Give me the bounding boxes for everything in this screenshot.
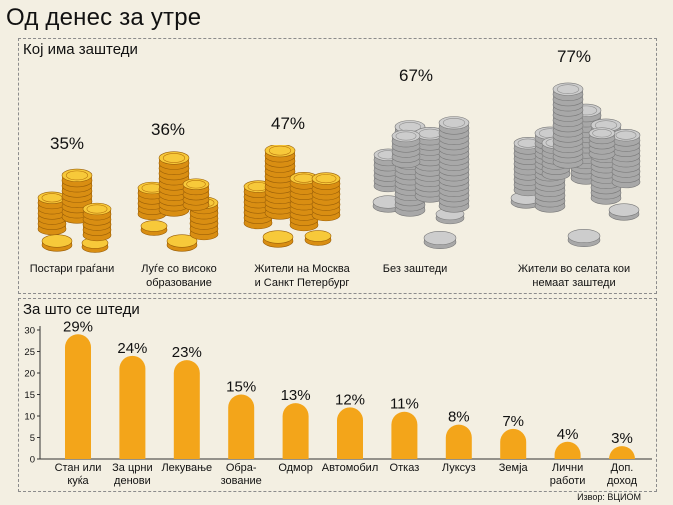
group-label: Луѓе со високо образование	[109, 262, 249, 290]
bar-value-label: 15%	[226, 379, 256, 396]
bar	[445, 424, 472, 459]
bar	[65, 334, 91, 459]
purpose-panel: За што се штеди	[18, 298, 657, 492]
group-label-line: Луѓе со високо	[141, 263, 217, 275]
group-percent: 77%	[556, 47, 592, 66]
bar	[119, 355, 146, 459]
bar	[282, 403, 309, 459]
group-label-line: Жители на Москва	[254, 263, 350, 275]
source-note: Извор: ВЦИОМ	[577, 492, 641, 502]
y-tick-label: 5	[30, 433, 35, 444]
category-label: Земја	[499, 462, 529, 474]
group-label-line: образование	[146, 277, 212, 289]
bar	[173, 360, 200, 459]
group-label-line: Жители во селата кои	[517, 263, 631, 275]
bar-value-label: 29%	[63, 318, 93, 335]
group-label: Жители во селата кои немаат заштеди	[504, 262, 644, 290]
bar-value-label: 3%	[611, 430, 633, 447]
gold-coins-icon	[243, 145, 341, 248]
category-label: куќа	[67, 475, 89, 487]
category-label: Луксуз	[442, 462, 476, 474]
y-tick-label: 0	[30, 455, 35, 466]
savers-panel-title: Кој има заштеди	[23, 41, 138, 58]
bar-value-label: 11%	[390, 396, 419, 413]
group-label: Без заштеди	[345, 262, 485, 276]
grey-coins-icon	[372, 116, 470, 250]
category-label: зование	[221, 475, 262, 487]
category-label: Лични	[552, 462, 583, 474]
bar	[391, 411, 418, 459]
bar-value-label: 12%	[335, 391, 365, 408]
group-label-line: Постари граѓани	[29, 263, 115, 275]
category-label: За црни	[112, 462, 152, 474]
group-percent: 47%	[270, 114, 306, 133]
bar-value-label: 8%	[448, 409, 470, 426]
bar	[609, 446, 635, 460]
grey-coins-icon	[510, 82, 641, 248]
group-label: Постари граѓани	[2, 262, 142, 276]
group-label: Жители на Москва и Санкт Петербург	[232, 262, 372, 290]
category-label: работи	[550, 475, 586, 487]
bar	[228, 394, 255, 459]
y-tick-label: 30	[24, 326, 35, 337]
category-label: Доп.	[611, 462, 634, 474]
category-label: Одмор	[278, 462, 313, 474]
category-label: Стан или	[55, 462, 102, 474]
y-tick-label: 20	[24, 369, 35, 380]
group-label-line: Без заштеди	[382, 263, 448, 275]
gold-coins-icon	[137, 151, 219, 252]
category-label: доход	[607, 475, 638, 487]
category-label: Обра-	[226, 462, 257, 474]
savers-panel: Кој има заштеди	[18, 38, 657, 294]
group-percent: 36%	[150, 120, 186, 139]
bar-value-label: 7%	[502, 413, 524, 430]
y-tick-label: 10	[24, 412, 35, 423]
page-title: Од денес за утре	[6, 4, 202, 31]
bar-value-label: 24%	[117, 340, 147, 357]
y-tick-label: 25	[24, 347, 35, 358]
group-percent: 67%	[398, 66, 434, 85]
bar	[554, 441, 581, 459]
category-label: Отказ	[390, 462, 420, 474]
bar	[337, 407, 363, 459]
category-label: Лекување	[161, 462, 212, 474]
bar-value-label: 13%	[281, 387, 311, 404]
group-label-line: и Санкт Петербург	[254, 277, 350, 289]
y-tick-label: 15	[24, 390, 35, 401]
group-percent: 35%	[49, 134, 85, 153]
group-label-line: немаат заштеди	[532, 277, 616, 289]
bar-value-label: 4%	[557, 426, 579, 443]
bar-value-label: 23%	[172, 344, 202, 361]
purpose-panel-title: За што се штеди	[23, 301, 140, 318]
bar	[500, 428, 527, 459]
gold-coins-icon	[37, 168, 112, 253]
category-label: Автомобил	[322, 462, 379, 474]
category-label: денови	[114, 475, 151, 487]
